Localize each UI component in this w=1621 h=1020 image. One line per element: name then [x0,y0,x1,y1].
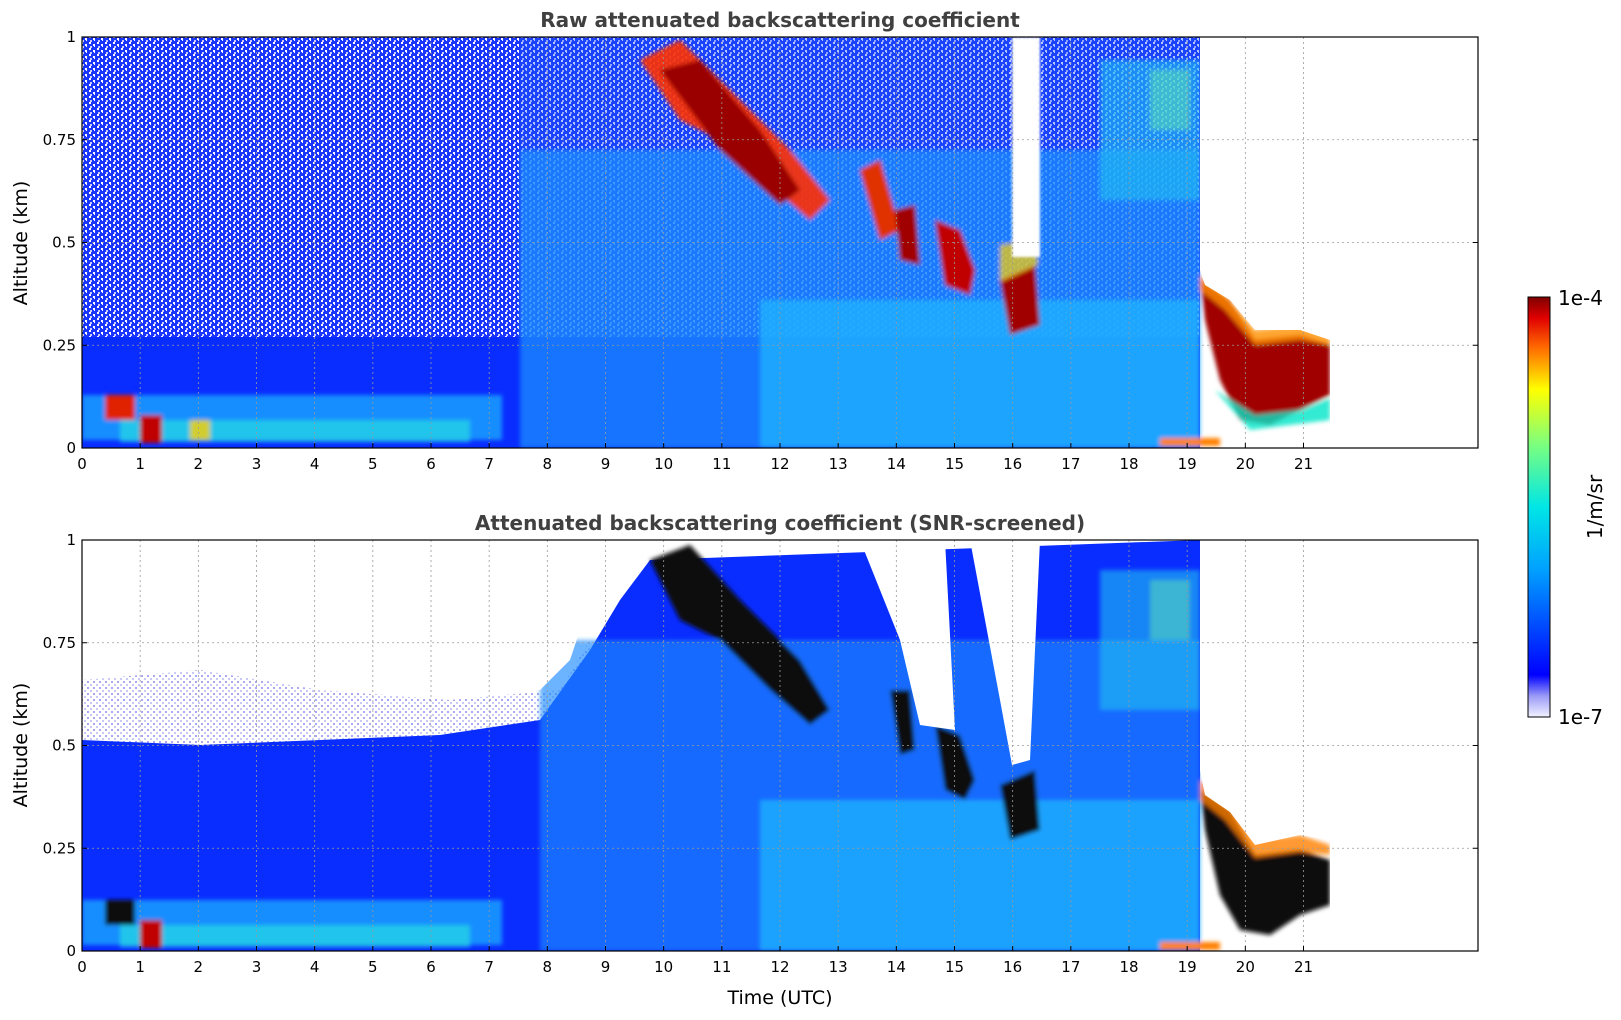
heatmap-region [860,540,955,730]
x-tick-label: 1 [135,958,145,976]
y-tick-label: 1 [66,531,76,549]
heatmap-region [82,540,590,690]
heatmap-region [1012,37,1040,257]
x-tick-label: 1 [135,455,145,473]
y-tick-label: 0 [66,439,76,457]
colorbar-min-label: 1e-7 [1558,705,1603,729]
x-tick-label: 9 [601,958,611,976]
x-tick-label: 21 [1294,958,1313,976]
x-tick-label: 0 [77,958,87,976]
y-axis-label: Altitude (km) [10,181,32,306]
x-tick-label: 21 [1294,455,1313,473]
x-tick-label: 3 [252,455,262,473]
x-tick-label: 7 [484,958,494,976]
heatmap-screened [82,540,1478,951]
chart-screened: Attenuated backscattering coefficient (S… [10,511,1479,1009]
x-tick-label: 14 [887,455,906,473]
x-tick-label: 9 [601,455,611,473]
x-tick-label: 0 [77,455,87,473]
x-tick-label: 18 [1119,455,1138,473]
y-tick-label: 0.75 [43,131,76,149]
x-tick-label: 5 [368,958,378,976]
x-tick-label: 3 [252,958,262,976]
x-tick-labels: 0 1 2 3 4 5 6 7 8 9 10 11 12 13 14 15 16 17 18 19 20 21 [77,946,1313,976]
y-tick-label: 1 [66,28,76,46]
x-tick-label: 5 [368,455,378,473]
gridlines [82,37,1478,448]
x-tick-label: 15 [945,455,964,473]
x-tick-label: 20 [1236,958,1255,976]
y-tick-label: 0 [66,942,76,960]
chart-title-raw: Raw attenuated backscattering coefficien… [540,8,1020,32]
gridlines [82,540,1478,951]
x-tick-label: 7 [484,455,494,473]
x-tick-label: 16 [1003,455,1022,473]
x-tick-label: 10 [654,958,673,976]
x-tick-label: 16 [1003,958,1022,976]
x-tick-label: 20 [1236,455,1255,473]
x-tick-label: 11 [712,958,731,976]
colorbar-max-label: 1e-4 [1558,286,1603,310]
y-tick-label: 0.25 [43,336,76,354]
y-tick-labels: 0 0.25 0.5 0.75 1 [43,28,1478,457]
x-tick-label: 6 [426,958,436,976]
x-tick-label: 13 [829,958,848,976]
heatmap-region [970,540,1040,765]
x-tick-label: 2 [194,958,204,976]
y-axis-label: Altitude (km) [10,683,32,808]
colorbar: 1e-4 1e-7 1/m/sr [1527,286,1607,729]
x-tick-label: 10 [654,455,673,473]
x-tick-label: 8 [543,455,553,473]
x-tick-label: 14 [887,958,906,976]
x-tick-label: 6 [426,455,436,473]
x-tick-label: 17 [1061,958,1080,976]
heatmap-region [82,640,600,760]
x-tick-label: 18 [1119,958,1138,976]
x-tick-label: 4 [310,958,320,976]
y-tick-label: 0.25 [43,839,76,857]
x-tick-label: 19 [1178,958,1197,976]
y-tick-label: 0.75 [43,634,76,652]
chart-raw: Raw attenuated backscattering coefficien… [10,8,1479,473]
x-tick-label: 4 [310,455,320,473]
x-tick-label: 19 [1178,455,1197,473]
x-tick-label: 15 [945,958,964,976]
x-tick-labels: 0 1 2 3 4 5 6 7 8 9 10 11 12 13 14 15 16 17 18 19 20 21 [77,443,1313,473]
colorbar-unit-label: 1/m/sr [1583,474,1607,539]
x-tick-label: 11 [712,455,731,473]
colorbar-gradient [1527,296,1551,718]
x-tick-label: 2 [194,455,204,473]
x-tick-label: 12 [770,958,789,976]
x-tick-label: 13 [829,455,848,473]
y-tick-labels: 0 0.25 0.5 0.75 1 [43,531,1478,960]
x-axis-label: Time (UTC) [726,987,832,1009]
x-tick-label: 8 [543,958,553,976]
x-tick-label: 17 [1061,455,1080,473]
chart-title-screened: Attenuated backscattering coefficient (S… [475,511,1085,535]
y-tick-label: 0.5 [52,737,76,755]
y-tick-label: 0.5 [52,234,76,252]
x-tick-label: 12 [770,455,789,473]
